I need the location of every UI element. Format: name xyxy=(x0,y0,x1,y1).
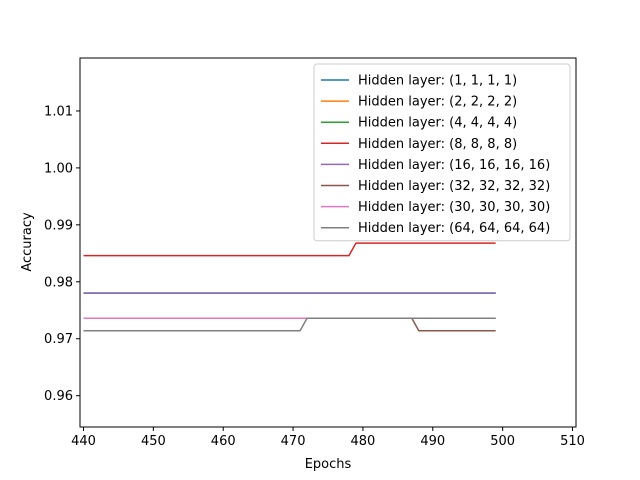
y-axis: 0.96 0.97 0.98 0.99 1.00 1.01 xyxy=(44,104,80,404)
y-tick-label: 0.99 xyxy=(44,218,73,233)
series-layer xyxy=(83,242,496,332)
plot-frame xyxy=(79,57,577,428)
x-tick-label: 440 xyxy=(71,434,96,449)
legend-label: Hidden layer: (2, 2, 2, 2) xyxy=(358,95,517,110)
x-axis-title: Epochs xyxy=(305,457,352,472)
x-tick-label: 480 xyxy=(351,434,376,449)
legend-label: Hidden layer: (32, 32, 32, 32) xyxy=(358,179,550,194)
x-tick-label: 490 xyxy=(420,434,445,449)
y-tick-label: 0.96 xyxy=(44,389,73,404)
legend-label: Hidden layer: (16, 16, 16, 16) xyxy=(358,158,550,173)
y-axis-title: Accuracy xyxy=(20,212,35,272)
y-tick-label: 1.00 xyxy=(44,161,73,176)
legend-label: Hidden layer: (30, 30, 30, 30) xyxy=(358,200,550,215)
y-tick-label: 0.97 xyxy=(44,332,73,347)
series-line-8 xyxy=(83,317,496,332)
x-tick-label: 460 xyxy=(211,434,236,449)
x-tick-label: 510 xyxy=(560,434,585,449)
legend-label: Hidden layer: (8, 8, 8, 8) xyxy=(358,137,517,152)
legend-box xyxy=(313,63,571,242)
legend-label: Hidden layer: (64, 64, 64, 64) xyxy=(358,221,550,236)
x-tick-label: 500 xyxy=(490,434,515,449)
legend-label: Hidden layer: (1, 1, 1, 1) xyxy=(358,74,517,89)
x-tick-label: 470 xyxy=(281,434,306,449)
x-tick-label: 450 xyxy=(141,434,166,449)
y-tick-label: 1.01 xyxy=(44,104,73,119)
x-axis: 440 450 460 470 480 490 500 510 xyxy=(71,427,585,449)
series-line-4 xyxy=(83,242,496,257)
legend-label: Hidden layer: (4, 4, 4, 4) xyxy=(358,116,517,131)
legend: Hidden layer: (1, 1, 1, 1) Hidden layer: … xyxy=(313,63,571,242)
y-tick-label: 0.98 xyxy=(44,275,73,290)
